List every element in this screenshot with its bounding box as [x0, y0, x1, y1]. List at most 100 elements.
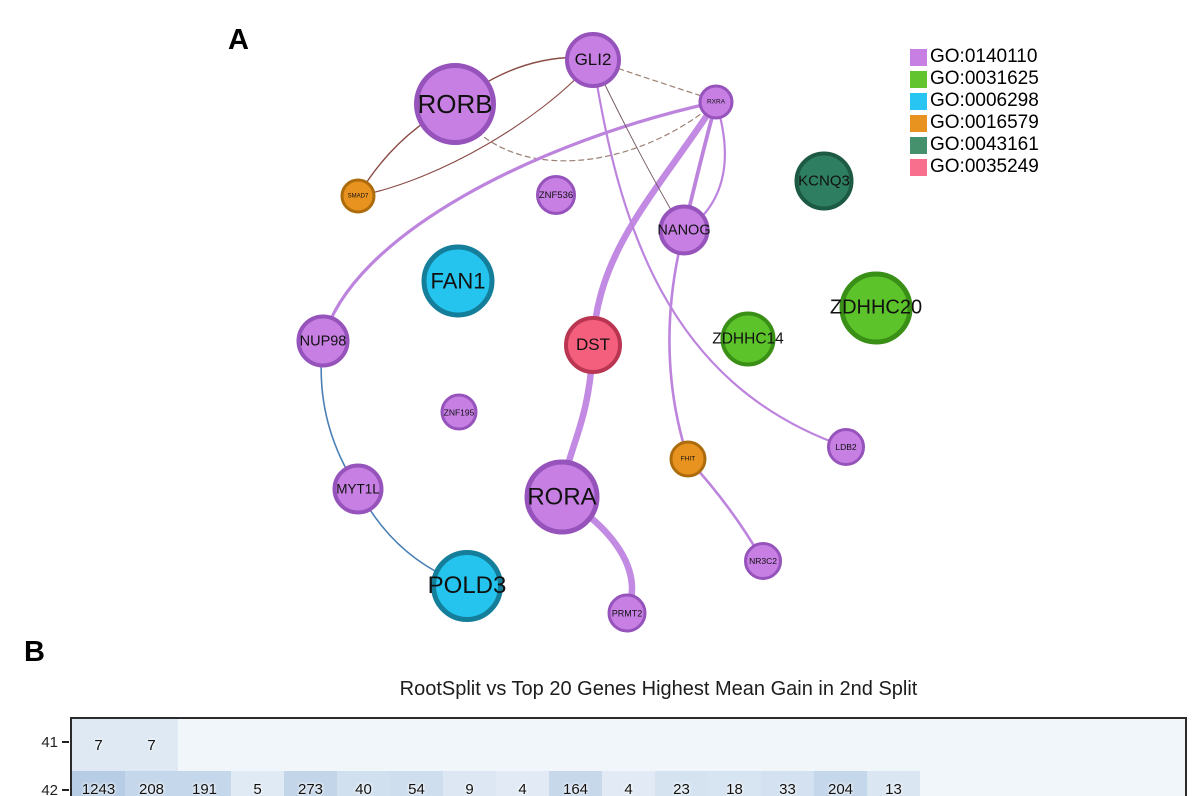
node-zdhhc20[interactable]: ZDHHC20 [830, 271, 922, 345]
node-rora[interactable]: RORA [524, 459, 600, 535]
heatmap-cell: 164 [549, 771, 602, 796]
heatmap-cell: 208 [125, 771, 178, 796]
heatmap-title: RootSplit vs Top 20 Genes Highest Mean G… [399, 678, 918, 700]
edge-GLI2-RXRA [592, 59, 715, 101]
node-rorb[interactable]: RORB [414, 63, 496, 145]
node-gli2[interactable]: GLI2 [565, 32, 621, 88]
heatmap-cell: 191 [178, 771, 231, 796]
node-smad7[interactable]: SMAD7 [340, 178, 376, 214]
heatmap-cell: 23 [655, 771, 708, 796]
legend-item: GO:0140110 [910, 46, 1039, 68]
heatmap-cell [655, 719, 708, 771]
node-ldb2-label: LDB2 [835, 442, 857, 452]
node-kcnq3[interactable]: KCNQ3 [794, 151, 854, 211]
heatmap-cell [549, 719, 602, 771]
heatmap-cell [867, 719, 920, 771]
go-term-legend: GO:0140110 GO:0031625 GO:0006298 GO:0016… [910, 46, 1039, 178]
heatmap-cell [708, 719, 761, 771]
node-nanog[interactable]: NANOG [657, 204, 711, 256]
heatmap-cell: 4 [602, 771, 655, 796]
node-rorb-label: RORB [417, 88, 493, 119]
node-nanog-label: NANOG [657, 222, 711, 238]
heatmap-cell [1079, 771, 1132, 796]
heatmap-cell: 5 [231, 771, 284, 796]
node-fhit[interactable]: FHIT [669, 440, 707, 478]
legend-label: GO:0140110 [930, 46, 1038, 67]
edge-GLI2-LDB2 [591, 58, 848, 449]
heatmap-cell [178, 719, 231, 771]
node-zdhhc14[interactable]: ZDHHC14 [712, 311, 784, 367]
edge-NUP98-RXRA [321, 100, 718, 343]
node-ldb2[interactable]: LDB2 [827, 428, 865, 466]
node-myt1l[interactable]: MYT1L [332, 463, 384, 515]
node-kcnq3-label: KCNQ3 [798, 172, 850, 190]
node-pold3[interactable]: POLD3 [428, 550, 506, 622]
heatmap-cell [920, 771, 973, 796]
legend-swatch [910, 158, 927, 176]
edge-RXRA-DST-RORA [558, 98, 720, 501]
node-gli2-label: GLI2 [574, 50, 612, 69]
node-znf536[interactable]: ZNF536 [536, 175, 576, 215]
heatmap-cell: 7 [125, 719, 178, 771]
heatmap-cell: 1243 [72, 771, 125, 796]
heatmap-cell [1132, 771, 1185, 796]
heatmap-cell [973, 771, 1026, 796]
heatmap-cell: 7 [72, 719, 125, 771]
node-nr3c2-label: NR3C2 [749, 556, 777, 566]
node-prmt2-label: PRMT2 [611, 608, 643, 618]
heatmap-cell [602, 719, 655, 771]
heatmap-cell [1026, 771, 1079, 796]
panel-a-label: A [228, 24, 249, 56]
legend-swatch [910, 114, 927, 132]
legend-item: GO:0016579 [910, 112, 1039, 134]
node-rxra[interactable]: RXRA [698, 84, 734, 120]
heatmap-cell [443, 719, 496, 771]
node-nup98[interactable]: NUP98 [296, 314, 350, 368]
node-prmt2[interactable]: PRMT2 [607, 593, 647, 633]
ytick-mark-42 [62, 789, 69, 791]
legend-label: GO:0031625 [930, 68, 1039, 89]
legend-label: GO:0006298 [930, 90, 1039, 111]
node-fhit-label: FHIT [680, 455, 696, 463]
heatmap-cell: 33 [761, 771, 814, 796]
heatmap-cell [231, 719, 284, 771]
heatmap-grid: 7 7 1243 208 191 5 273 40 54 9 4 164 4 23 18 33 204 13 [70, 717, 1187, 796]
heatmap-cell [390, 719, 443, 771]
heatmap-cell: 4 [496, 771, 549, 796]
edge-NANOG-FHIT [668, 228, 690, 461]
heatmap-cell: 54 [390, 771, 443, 796]
legend-item: GO:0006298 [910, 90, 1039, 112]
ytick-label-42: 42 [41, 782, 58, 796]
heatmap-cell [284, 719, 337, 771]
heatmap-cell [973, 719, 1026, 771]
heatmap-cell [920, 719, 973, 771]
ytick-mark-41 [62, 741, 69, 743]
legend-label: GO:0043161 [930, 134, 1039, 155]
edge-SMAD7-GLI2 [357, 63, 591, 197]
legend-item: GO:0043161 [910, 134, 1039, 156]
node-znf195-label: ZNF195 [443, 407, 475, 417]
node-zdhhc20-label: ZDHHC20 [829, 296, 923, 319]
heatmap-cell [1132, 719, 1185, 771]
legend-swatch [910, 70, 927, 88]
legend-label: GO:0016579 [930, 112, 1039, 133]
heatmap-cell: 13 [867, 771, 920, 796]
node-dst[interactable]: DST [564, 316, 622, 374]
edge-RORB-RXRA [454, 101, 717, 162]
node-rxra-label: RXRA [706, 98, 726, 106]
legend-label: GO:0035249 [930, 156, 1039, 177]
node-fan1[interactable]: FAN1 [421, 244, 495, 318]
node-dst-label: DST [576, 335, 610, 354]
heatmap-cell: 40 [337, 771, 390, 796]
panel-b-label: B [24, 636, 45, 668]
heatmap-cell: 9 [443, 771, 496, 796]
legend-item: GO:0035249 [910, 156, 1039, 178]
node-rora-label: RORA [527, 483, 597, 510]
node-znf195[interactable]: ZNF195 [440, 393, 478, 431]
node-fan1-label: FAN1 [430, 268, 486, 293]
heatmap-cell [1026, 719, 1079, 771]
node-nr3c2[interactable]: NR3C2 [744, 542, 782, 580]
heatmap-cell: 273 [284, 771, 337, 796]
ytick-label-41: 41 [41, 734, 58, 751]
legend-swatch [910, 48, 927, 66]
